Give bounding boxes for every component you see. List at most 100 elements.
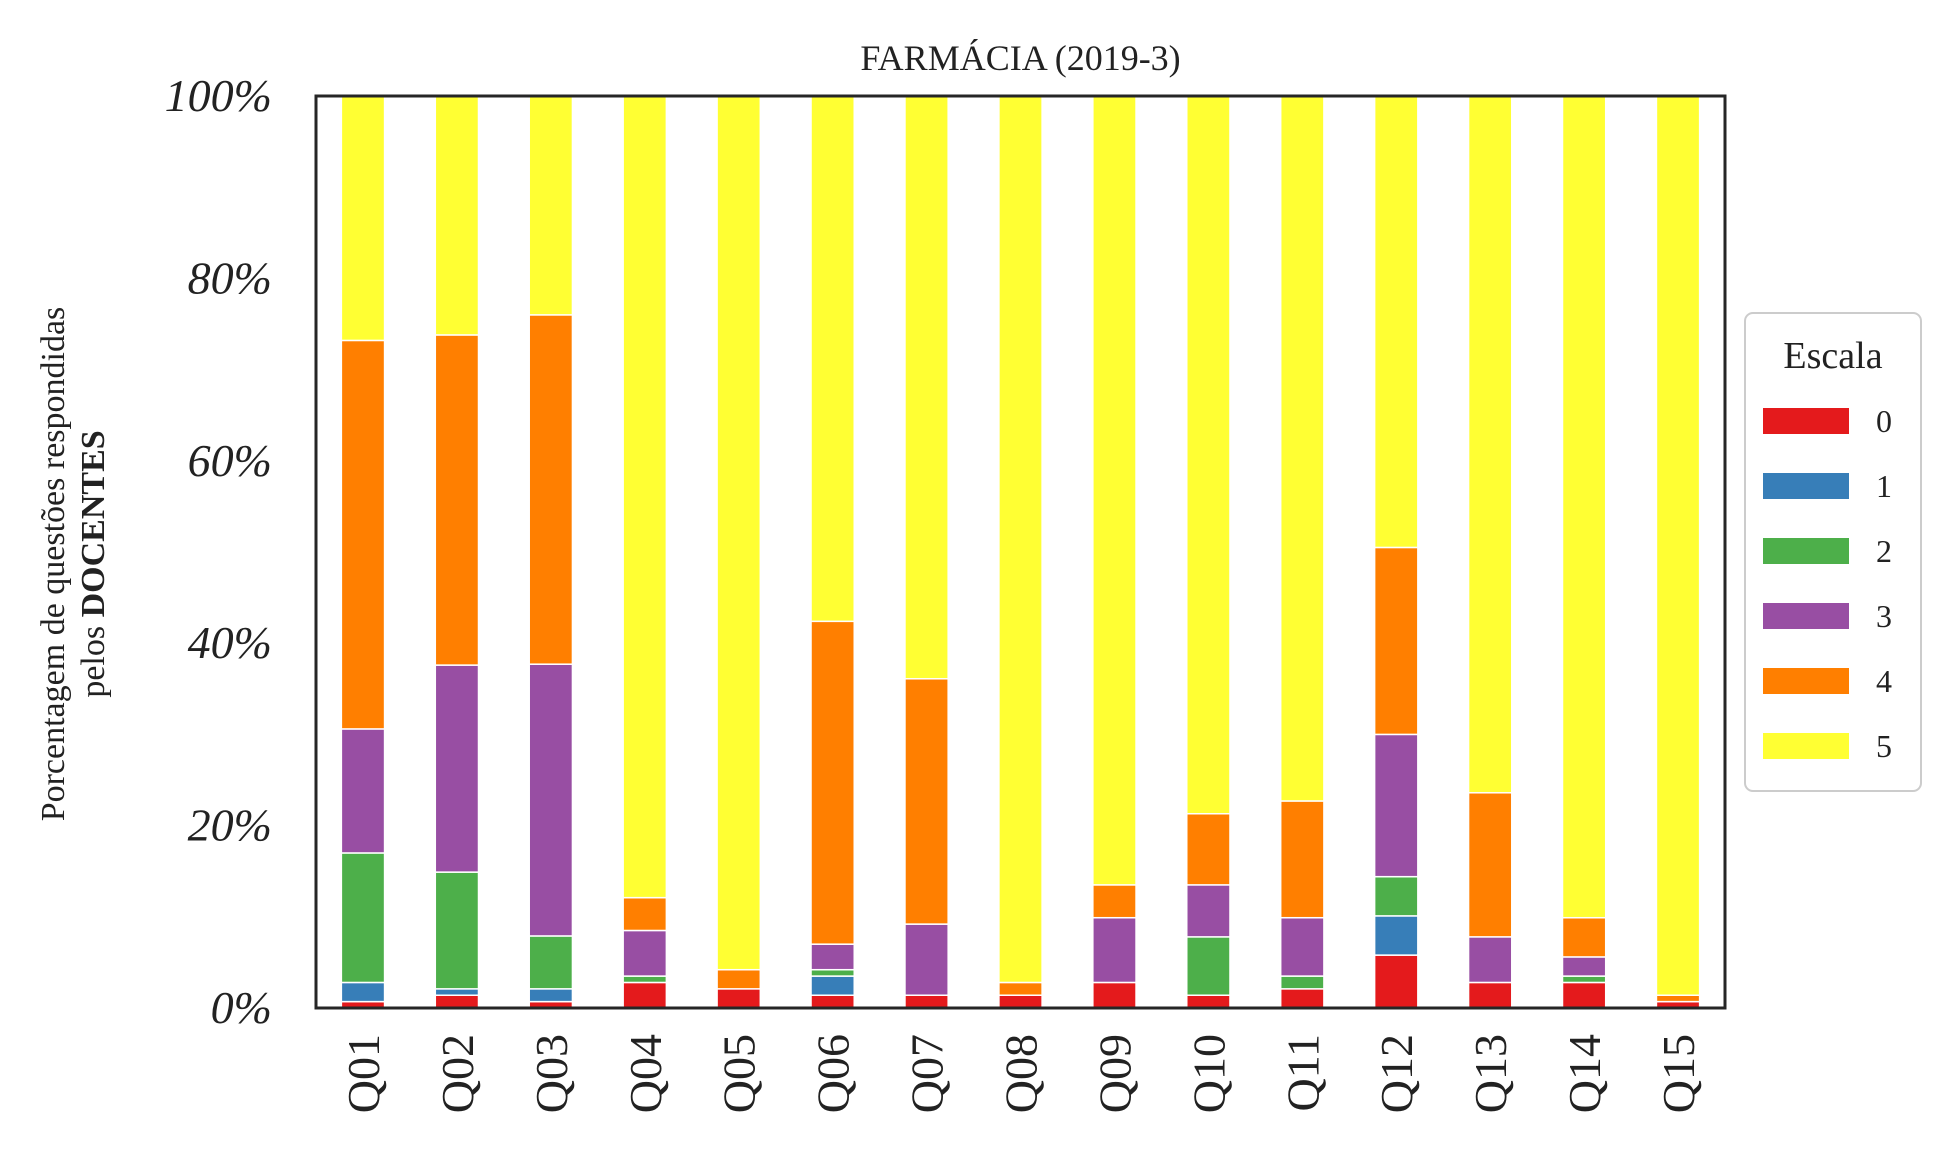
bar-segment-Q01-scale-5 bbox=[340, 95, 386, 342]
bar-segment-Q09-scale-4 bbox=[1092, 884, 1137, 919]
legend-items: 0 1 2 3 4 5 bbox=[1763, 403, 1892, 764]
legend-label-2: 2 bbox=[1876, 533, 1892, 569]
bar-segment-Q07-scale-5 bbox=[904, 95, 949, 680]
bar-segment-Q04-scale-0 bbox=[622, 981, 668, 1009]
bar-segment-Q06-scale-4 bbox=[810, 620, 855, 945]
bar-segment-Q02-scale-2 bbox=[434, 871, 480, 990]
bar-segment-Q01-scale-3 bbox=[340, 728, 386, 854]
bar-segment-Q13-scale-4 bbox=[1467, 792, 1513, 938]
chart-title: FARMÁCIA (2019-3) bbox=[860, 38, 1180, 78]
bar-segment-Q11-scale-0 bbox=[1279, 988, 1325, 1009]
bar-segment-Q01-scale-4 bbox=[340, 339, 386, 730]
y-tick-label: 40% bbox=[188, 617, 272, 668]
y-axis-label: Porcentagem de questões respondidas pelo… bbox=[35, 307, 112, 822]
legend-swatch-1 bbox=[1763, 473, 1849, 499]
bar-segment-Q01-scale-1 bbox=[340, 981, 386, 1003]
legend-label-5: 5 bbox=[1876, 728, 1892, 764]
y-axis-label-prefix: pelos bbox=[75, 617, 112, 697]
x-tick-label: Q11 bbox=[1277, 1034, 1328, 1112]
bar-segment-Q11-scale-4 bbox=[1279, 800, 1325, 919]
bar-segment-Q14-scale-4 bbox=[1561, 916, 1607, 958]
bar-segment-Q14-scale-0 bbox=[1561, 981, 1607, 1009]
y-tick-label: 0% bbox=[211, 982, 272, 1033]
legend-label-1: 1 bbox=[1876, 468, 1892, 504]
bar-segment-Q14-scale-3 bbox=[1561, 956, 1607, 977]
x-tick-label: Q12 bbox=[1371, 1034, 1422, 1113]
legend-label-0: 0 bbox=[1876, 403, 1892, 439]
bar-segment-Q02-scale-0 bbox=[434, 994, 480, 1009]
bar-segment-Q04-scale-3 bbox=[622, 929, 668, 977]
legend-swatch-5 bbox=[1763, 733, 1849, 759]
bar-segment-Q10-scale-4 bbox=[1186, 812, 1231, 886]
x-tick-label: Q14 bbox=[1559, 1034, 1610, 1113]
bar-segment-Q02-scale-1 bbox=[434, 988, 480, 996]
x-tick-label: Q06 bbox=[808, 1034, 859, 1113]
bar-segment-Q15-scale-5 bbox=[1655, 95, 1701, 996]
bar-segment-Q08-scale-4 bbox=[998, 981, 1043, 996]
bar-segment-Q03-scale-3 bbox=[528, 663, 574, 937]
bar-segment-Q05-scale-5 bbox=[716, 95, 762, 971]
bar-segment-Q03-scale-4 bbox=[528, 314, 574, 665]
bar-segment-Q03-scale-5 bbox=[528, 95, 574, 316]
legend-swatch-2 bbox=[1763, 538, 1849, 564]
bar-segment-Q10-scale-5 bbox=[1186, 95, 1231, 815]
legend-swatch-4 bbox=[1763, 668, 1849, 694]
bar-segment-Q07-scale-0 bbox=[904, 994, 949, 1009]
plot-frame bbox=[314, 94, 1727, 1010]
x-axis-ticks: Q01 Q02 Q03 Q04 Q05 Q06 Q07 Q08 Q09 Q10 Q11 Q12 Q13 Q… bbox=[338, 1034, 1704, 1113]
x-tick-label: Q03 bbox=[526, 1034, 577, 1113]
y-tick-label: 20% bbox=[188, 800, 272, 851]
x-tick-label: Q09 bbox=[1089, 1034, 1140, 1113]
bar-segment-Q14-scale-5 bbox=[1561, 95, 1607, 919]
bar-segment-Q03-scale-2 bbox=[528, 935, 574, 990]
bar-segment-Q06-scale-1 bbox=[810, 975, 855, 996]
bar-segment-Q12-scale-0 bbox=[1373, 954, 1419, 1009]
x-tick-label: Q05 bbox=[714, 1034, 765, 1113]
bar-segment-Q05-scale-0 bbox=[716, 988, 762, 1009]
bar-segment-Q02-scale-5 bbox=[434, 95, 480, 336]
x-tick-label: Q01 bbox=[338, 1034, 389, 1113]
bar-segment-Q04-scale-2 bbox=[622, 975, 668, 984]
bar-segment-Q11-scale-2 bbox=[1279, 975, 1325, 990]
bars-layer bbox=[340, 95, 1701, 1009]
bar-segment-Q12-scale-3 bbox=[1373, 733, 1419, 878]
bar-segment-Q04-scale-5 bbox=[622, 95, 668, 899]
y-axis-ticks: 0% 20% 40% 60% 80% 100% bbox=[165, 70, 272, 1033]
x-tick-label: Q04 bbox=[620, 1034, 671, 1113]
y-axis-label-line1: Porcentagem de questões respondidas bbox=[35, 307, 72, 822]
bar-segment-Q06-scale-5 bbox=[810, 95, 855, 623]
bar-segment-Q15-scale-4 bbox=[1655, 994, 1701, 1003]
bar-segment-Q04-scale-4 bbox=[622, 896, 668, 932]
bar-segment-Q12-scale-4 bbox=[1373, 546, 1419, 736]
bar-segment-Q12-scale-5 bbox=[1373, 95, 1419, 549]
bar-segment-Q11-scale-3 bbox=[1279, 916, 1325, 977]
y-axis-label-bold: DOCENTES bbox=[75, 430, 112, 617]
bar-segment-Q08-scale-0 bbox=[998, 994, 1043, 1009]
bar-segment-Q07-scale-3 bbox=[904, 923, 949, 996]
bar-segment-Q13-scale-3 bbox=[1467, 936, 1513, 984]
bar-segment-Q03-scale-1 bbox=[528, 988, 574, 1003]
bar-segment-Q12-scale-1 bbox=[1373, 915, 1419, 956]
x-tick-label: Q02 bbox=[432, 1034, 483, 1113]
legend: Escala 0 1 2 3 4 5 bbox=[1744, 312, 1922, 792]
bar-segment-Q06-scale-0 bbox=[810, 994, 855, 1009]
bar-segment-Q10-scale-2 bbox=[1186, 936, 1231, 996]
bar-segment-Q14-scale-2 bbox=[1561, 975, 1607, 984]
x-tick-label: Q15 bbox=[1653, 1034, 1704, 1113]
bar-segment-Q09-scale-3 bbox=[1092, 916, 1137, 984]
bar-segment-Q02-scale-4 bbox=[434, 334, 480, 666]
bar-segment-Q13-scale-0 bbox=[1467, 981, 1513, 1009]
bar-segment-Q06-scale-3 bbox=[810, 943, 855, 971]
bar-segment-Q13-scale-5 bbox=[1467, 95, 1513, 794]
bar-segment-Q09-scale-0 bbox=[1092, 981, 1137, 1009]
x-tick-label: Q10 bbox=[1183, 1034, 1234, 1113]
legend-title: Escala bbox=[1783, 335, 1882, 377]
bar-segment-Q11-scale-5 bbox=[1279, 95, 1325, 802]
bar-segment-Q10-scale-3 bbox=[1186, 884, 1231, 938]
bar-segment-Q06-scale-2 bbox=[810, 968, 855, 977]
bar-segment-Q02-scale-3 bbox=[434, 664, 480, 873]
x-tick-label: Q08 bbox=[996, 1034, 1047, 1113]
bar-segment-Q07-scale-4 bbox=[904, 678, 949, 925]
y-axis-label-line2: pelos DOCENTES bbox=[75, 430, 112, 697]
